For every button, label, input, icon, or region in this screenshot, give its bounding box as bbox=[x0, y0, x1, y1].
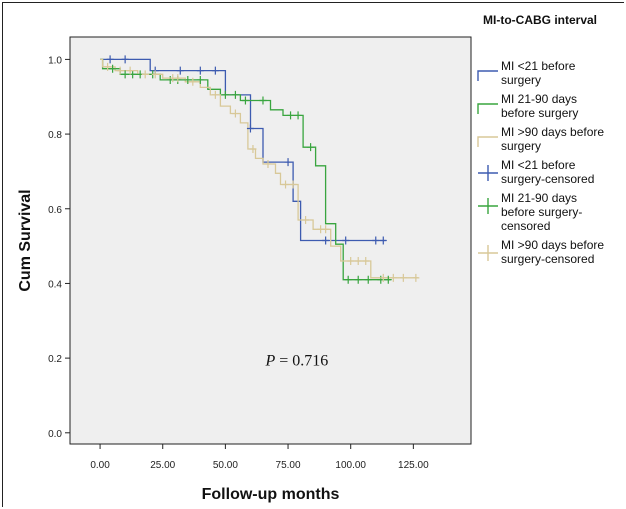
legend-entry-text: censored bbox=[501, 219, 550, 233]
legend-swatch-censor bbox=[478, 245, 498, 261]
x-tick-label: 100.00 bbox=[335, 460, 366, 471]
x-tick-label: 0.00 bbox=[90, 460, 110, 471]
censor-mark bbox=[289, 180, 297, 189]
censor-mark bbox=[246, 124, 254, 133]
legend-title: MI-to-CABG interval bbox=[483, 13, 597, 27]
legend-swatch-censor bbox=[478, 165, 498, 181]
frame-top-border bbox=[2, 2, 624, 3]
x-tick-label: 75.00 bbox=[276, 460, 301, 471]
censor-mark bbox=[231, 90, 239, 99]
censor-mark bbox=[211, 90, 219, 99]
y-tick-label: 1.0 bbox=[48, 55, 62, 66]
censor-mark bbox=[294, 111, 302, 120]
censor-mark bbox=[231, 109, 239, 118]
legend-entry-text: surgery-censored bbox=[501, 252, 594, 266]
censor-mark bbox=[174, 74, 182, 83]
legend-entry-text: MI <21 before bbox=[501, 59, 576, 73]
legend-entry-text: MI <21 before bbox=[501, 158, 576, 172]
y-tick-label: 0.4 bbox=[48, 279, 62, 290]
censor-mark bbox=[141, 70, 149, 79]
censor-mark bbox=[221, 90, 229, 99]
p-value-text: = 0.716 bbox=[275, 353, 328, 370]
censor-mark bbox=[344, 275, 352, 284]
legend-entry-text: MI >90 days before bbox=[501, 238, 604, 252]
censor-mark bbox=[104, 62, 112, 71]
legend-entry-text: MI 21-90 days bbox=[501, 92, 577, 106]
censor-mark bbox=[106, 55, 114, 64]
censor-mark bbox=[126, 66, 134, 75]
censor-mark bbox=[389, 273, 397, 282]
censor-mark bbox=[176, 66, 184, 75]
p-value-prefix: P bbox=[264, 353, 275, 370]
censor-mark bbox=[322, 236, 330, 245]
censor-mark bbox=[379, 236, 387, 245]
frame-left-border bbox=[2, 2, 3, 507]
censor-mark bbox=[354, 257, 362, 266]
censor-mark bbox=[284, 158, 292, 167]
censor-mark bbox=[196, 75, 204, 84]
censor-mark bbox=[302, 215, 310, 224]
plot-area bbox=[69, 36, 472, 445]
censor-mark bbox=[342, 236, 350, 245]
legend-swatch-line bbox=[477, 103, 498, 114]
censor-mark bbox=[287, 111, 295, 120]
censor-mark bbox=[259, 96, 267, 105]
censor-mark bbox=[307, 143, 315, 152]
p-value-annotation: P = 0.716 bbox=[264, 353, 328, 370]
censor-mark bbox=[364, 275, 372, 284]
y-tick-label: 0.8 bbox=[48, 130, 62, 141]
censor-mark bbox=[354, 275, 362, 284]
x-axis-title: Follow-up months bbox=[202, 486, 340, 503]
legend-swatch-line bbox=[477, 136, 498, 147]
x-tick-label: 125.00 bbox=[398, 460, 429, 471]
censor-mark bbox=[151, 70, 159, 79]
legend-entry-text: before surgery bbox=[501, 106, 578, 120]
legend-entry-text: MI 21-90 days bbox=[501, 191, 577, 205]
legend-entry-text: surgery bbox=[501, 73, 541, 87]
legend-entry-text: surgery-censored bbox=[501, 172, 594, 186]
legend-entry-text: before surgery- bbox=[501, 205, 582, 219]
censor-mark bbox=[116, 66, 124, 75]
legend-swatch-line bbox=[477, 70, 498, 81]
y-tick-label: 0.6 bbox=[48, 205, 62, 216]
censor-mark bbox=[196, 66, 204, 75]
censor-mark bbox=[384, 275, 392, 284]
censor-mark bbox=[282, 180, 290, 189]
y-tick-label: 0.2 bbox=[48, 354, 62, 365]
censor-mark bbox=[184, 75, 192, 84]
censor-mark bbox=[379, 273, 387, 282]
censor-marks bbox=[104, 55, 420, 284]
censor-mark bbox=[249, 145, 257, 154]
series-line-1 bbox=[100, 58, 386, 242]
censor-mark bbox=[322, 225, 330, 234]
x-tick-label: 25.00 bbox=[150, 460, 175, 471]
censor-mark bbox=[189, 77, 197, 86]
axis-ticks: 0.0 0.2 0.4 0.6 0.8 1.0 0.00 25.00 50.00 75.00 100… bbox=[48, 55, 429, 471]
censor-mark bbox=[399, 273, 407, 282]
censor-mark bbox=[121, 55, 129, 64]
x-tick-label: 50.00 bbox=[213, 460, 238, 471]
y-axis-title: Cum Survival bbox=[17, 189, 34, 291]
legend-swatch-censor bbox=[478, 198, 498, 214]
censor-mark bbox=[347, 257, 355, 266]
legend-entry-text: surgery bbox=[501, 139, 541, 153]
legend-entry-text: MI >90 days before bbox=[501, 125, 604, 139]
censor-mark bbox=[372, 236, 380, 245]
censor-mark bbox=[121, 70, 129, 79]
censor-mark bbox=[109, 64, 117, 73]
censor-mark bbox=[264, 159, 272, 168]
censor-mark bbox=[211, 66, 219, 75]
censor-mark bbox=[241, 96, 249, 105]
censor-mark bbox=[362, 257, 370, 266]
y-tick-label: 0.0 bbox=[48, 429, 62, 440]
censor-mark bbox=[412, 273, 420, 282]
